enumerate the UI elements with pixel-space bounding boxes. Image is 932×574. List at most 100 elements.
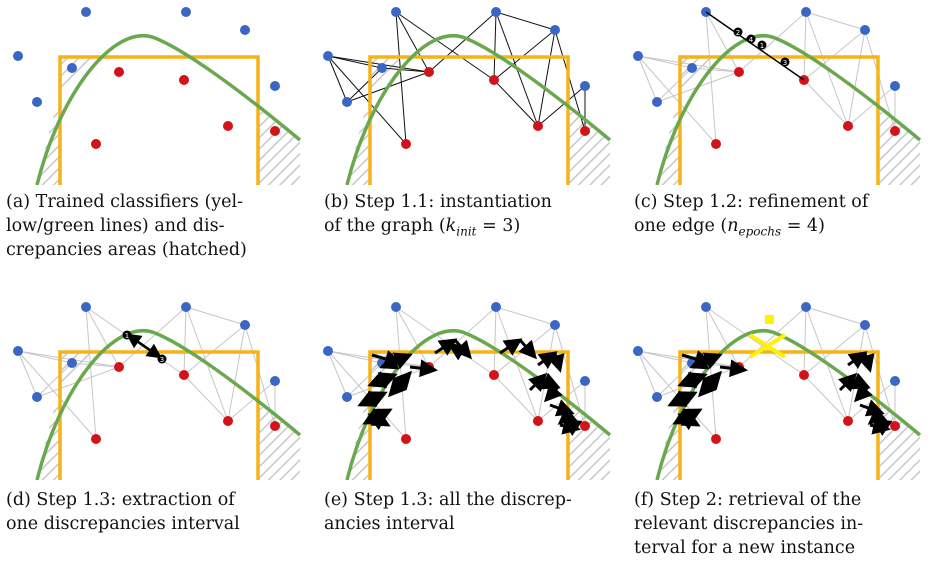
refined-edge (705, 11, 805, 81)
discrepancy-area-left (347, 58, 370, 185)
graph-edge (691, 67, 740, 73)
positive-point (181, 7, 191, 17)
panel-e-canvas (323, 302, 612, 480)
graph-edge (803, 29, 866, 81)
negative-point (533, 121, 543, 131)
caption-b-k-value: = 3) (476, 216, 521, 236)
negative-point (223, 121, 233, 131)
negative-point (223, 416, 233, 426)
discrepancy-area-left (347, 353, 370, 480)
discrepancy-arrow (681, 350, 713, 368)
discrepancy-arrow (562, 418, 583, 436)
graph-edge (428, 306, 497, 368)
discrepancy-arrow (125, 333, 161, 359)
discrepancy-arrow (528, 372, 548, 392)
discrepancy-arrow (447, 343, 471, 361)
positive-point (32, 392, 42, 402)
graph-edge (395, 11, 495, 81)
graph-edge (637, 55, 717, 145)
discrepancy-arrow (719, 359, 748, 378)
caption-b-line-1: (b) Step 1.1: instantiation (324, 192, 552, 212)
negative-point (890, 126, 900, 136)
discrepancy-area-right (568, 109, 610, 185)
positive-point (270, 376, 280, 386)
positive-point (652, 392, 662, 402)
step-label: 2 (736, 29, 740, 37)
negative-point (890, 421, 900, 431)
discrepancy-arrow (677, 413, 699, 431)
classifier-boundary-green (345, 34, 612, 185)
graph-edge (346, 67, 383, 103)
graph-edge (493, 29, 556, 81)
negative-point (91, 139, 101, 149)
caption-f-line-1: (f) Step 2: retrieval of the (634, 490, 862, 510)
caption-e-line-1: (e) Step 1.3: all the discrep- (324, 490, 572, 510)
negative-point (489, 75, 499, 85)
graph-edge (36, 362, 73, 398)
step-label: 4 (749, 36, 754, 44)
positive-point (801, 302, 811, 312)
graph-edge (805, 11, 866, 31)
caption-a-line-1: (a) Trained classifiers (yel- (6, 192, 244, 212)
positive-point (342, 392, 352, 402)
step-label: 3 (783, 59, 787, 67)
positive-point (890, 376, 900, 386)
caption-d-line-1: (d) Step 1.3: extraction of (6, 490, 235, 510)
panel-a-canvas (13, 7, 302, 185)
positive-point (633, 346, 643, 356)
positive-point (580, 376, 590, 386)
caption-c-line-1: (c) Step 1.2: refinement of (634, 192, 869, 212)
graph-edge (118, 306, 187, 368)
graph-edge (395, 306, 407, 440)
positive-point (240, 320, 250, 330)
discrepancy-arrow (367, 371, 396, 388)
graph-edge (493, 374, 539, 422)
positive-point (377, 63, 387, 73)
step-marker (733, 27, 743, 37)
classifier-boundary-green (655, 34, 922, 185)
positive-point (391, 7, 401, 17)
graph-edge (227, 380, 276, 422)
panel-f-canvas (633, 302, 922, 480)
negative-point (489, 370, 499, 380)
new-instance-marker (765, 315, 774, 324)
discrepancy-area-left (657, 58, 680, 185)
step-marker (746, 34, 756, 44)
graph-edge (803, 11, 807, 81)
negative-point (424, 67, 434, 77)
positive-point (391, 302, 401, 312)
graph-edge (493, 79, 539, 127)
graph-edge (17, 350, 120, 368)
graph-edge (495, 11, 556, 31)
positive-point (32, 97, 42, 107)
caption-b-line-2-text: of the graph ( (324, 216, 446, 236)
discrepancy-arrow (667, 390, 696, 407)
graph-edge (17, 350, 38, 398)
negative-point (533, 416, 543, 426)
positive-point (701, 302, 711, 312)
classifier-boundary-yellow (368, 350, 570, 480)
discrepancy-arrow (853, 382, 873, 403)
caption-b-k-subscript: init (456, 224, 477, 239)
graph-edge (738, 11, 807, 73)
positive-point (181, 302, 191, 312)
caption-f-line-3: terval for a new instance (634, 538, 856, 558)
caption-f-line-2: relevant discrepancies in- (634, 514, 864, 534)
discrepancy-arrow (409, 359, 438, 378)
positive-point (81, 302, 91, 312)
panel-d-canvas: 13 (13, 302, 302, 480)
negative-point (843, 416, 853, 426)
classifier-boundary-green (35, 34, 302, 185)
positive-point (550, 320, 560, 330)
classifier-boundary-yellow (58, 55, 260, 185)
graph-edge (493, 306, 497, 376)
graph-edge (637, 55, 693, 69)
graph-edge (381, 67, 430, 73)
graph-edge (705, 11, 717, 145)
graph-edge (705, 306, 740, 368)
step-label: 1 (125, 332, 129, 340)
discrepancy-arrow (367, 413, 389, 431)
graph-edge (847, 29, 866, 127)
negative-point (734, 67, 744, 77)
